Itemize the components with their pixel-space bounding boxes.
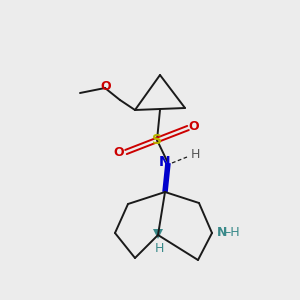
Text: N: N bbox=[217, 226, 227, 239]
Text: O: O bbox=[114, 146, 124, 158]
Text: H: H bbox=[154, 242, 164, 256]
Text: S: S bbox=[152, 133, 162, 147]
Polygon shape bbox=[153, 229, 163, 239]
Text: O: O bbox=[189, 121, 199, 134]
Text: N: N bbox=[159, 155, 171, 169]
Text: –H: –H bbox=[224, 226, 240, 239]
Text: H: H bbox=[190, 148, 200, 161]
Text: O: O bbox=[101, 80, 111, 94]
